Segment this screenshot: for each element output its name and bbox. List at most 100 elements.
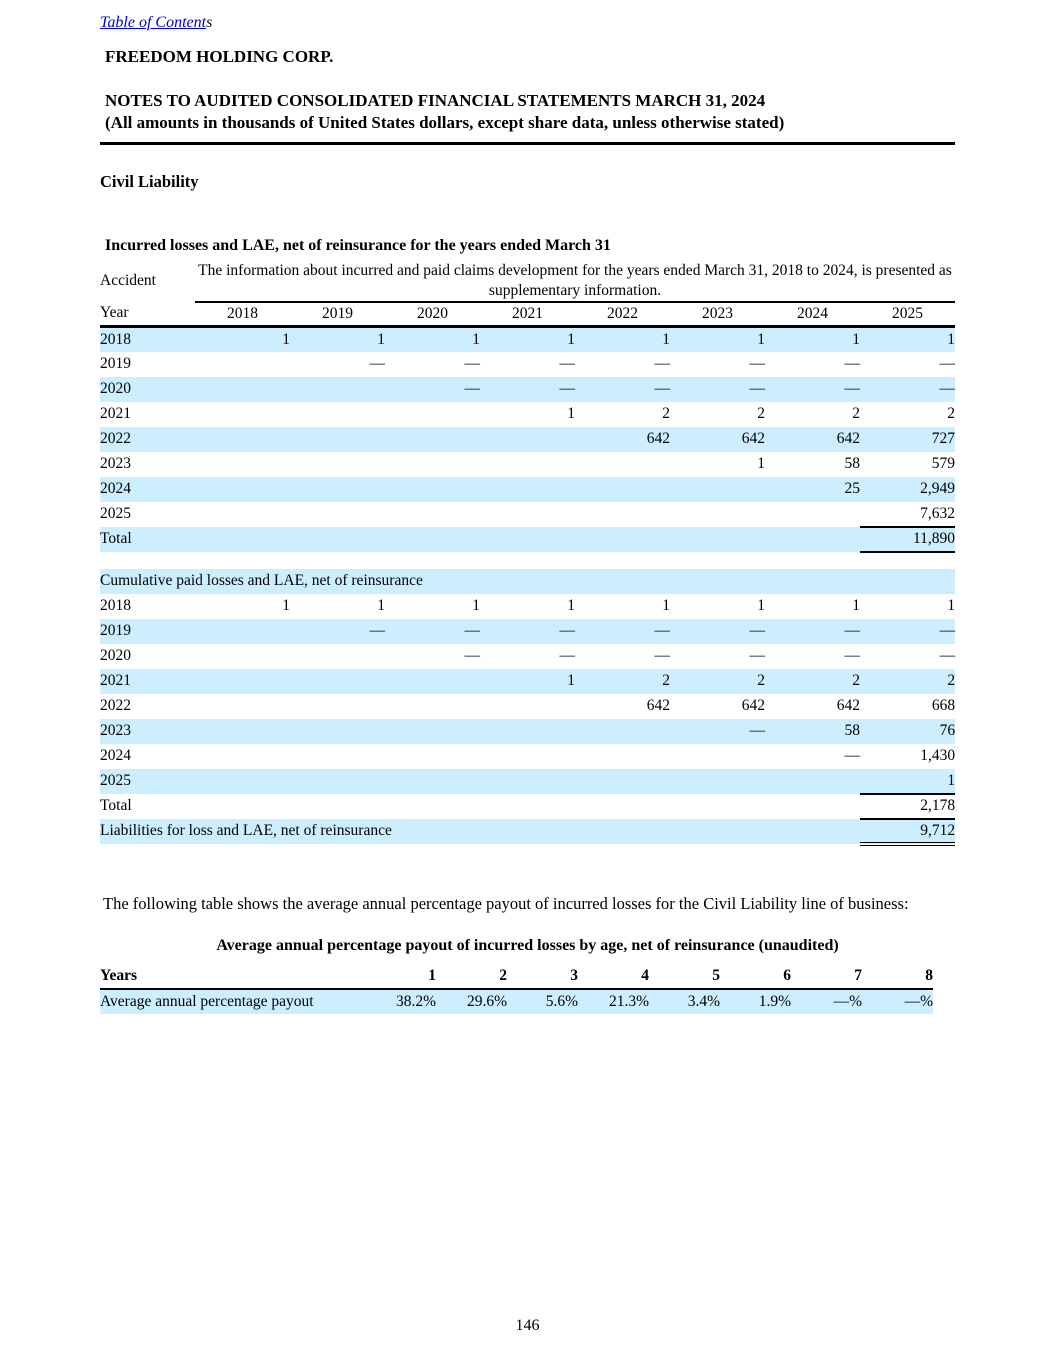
value-cell bbox=[290, 768, 385, 794]
accident-year-row-2025: 2025 7,632 bbox=[100, 502, 955, 527]
accident-year-row-2023: 2023 —58 76 bbox=[100, 718, 956, 744]
section-heading: Civil Liability bbox=[100, 171, 199, 191]
total-label: Total bbox=[100, 526, 195, 552]
spacer-cell bbox=[195, 794, 860, 819]
row-label: 2019 bbox=[100, 355, 131, 373]
payout-value-cell: —% bbox=[862, 988, 933, 1014]
row-label: 2018 bbox=[100, 326, 195, 352]
spacer-cell bbox=[195, 526, 860, 552]
value-cell: 579 bbox=[931, 455, 955, 473]
value-cell: — bbox=[385, 376, 480, 402]
liabilities-label: Liabilities for loss and LAE, net of rei… bbox=[100, 818, 860, 844]
value-cell: 1 bbox=[947, 597, 956, 615]
value-cell: 1 bbox=[757, 597, 765, 615]
value-cell bbox=[670, 476, 765, 502]
payout-value-cell: 38.2% bbox=[365, 988, 436, 1014]
payout-value-cell: 21.3% bbox=[578, 988, 649, 1014]
value-cell: — bbox=[575, 376, 670, 402]
row-label: 2022 bbox=[100, 697, 131, 715]
value-cell: — bbox=[670, 618, 765, 644]
value-cell bbox=[670, 768, 765, 794]
value-cell: — bbox=[654, 647, 671, 665]
value-cell bbox=[385, 452, 480, 477]
value-cell: 2 bbox=[765, 668, 860, 694]
value-cell bbox=[290, 644, 385, 669]
table-of-contents-link[interactable]: Table of Content bbox=[100, 14, 207, 31]
value-cell: 668 bbox=[931, 697, 956, 715]
cumulative-paid-table: Cumulative paid losses and LAE, net of r… bbox=[100, 568, 956, 846]
value-cell: 1 bbox=[662, 597, 670, 615]
value-cell bbox=[195, 744, 290, 769]
value-cell bbox=[195, 694, 290, 719]
payout-column-header-8: 8 bbox=[862, 963, 933, 990]
value-cell bbox=[290, 718, 385, 744]
value-cell bbox=[385, 476, 480, 502]
notes-subtitle: (All amounts in thousands of United Stat… bbox=[105, 113, 785, 133]
paid-total-value: 2,178 bbox=[860, 792, 956, 820]
page-number: 146 bbox=[515, 1317, 540, 1334]
payout-intro-paragraph: The following table shows the average an… bbox=[103, 893, 909, 913]
value-cell bbox=[480, 718, 575, 744]
payout-column-header-1: 1 bbox=[365, 963, 436, 990]
value-cell: 1 bbox=[282, 597, 290, 615]
value-cell bbox=[385, 694, 480, 719]
incurred-losses-table: Accident The information about incurred … bbox=[100, 260, 955, 553]
value-cell: 76 bbox=[860, 718, 956, 744]
value-cell bbox=[290, 476, 385, 502]
payout-table-title: Average annual percentage payout of incu… bbox=[216, 936, 839, 954]
value-cell: 1 bbox=[472, 597, 480, 615]
payout-column-header-3: 3 bbox=[507, 963, 578, 990]
value-cell bbox=[195, 352, 290, 377]
accident-year-row-2021: 2021 1 2 2 2 2 bbox=[100, 668, 956, 694]
column-header-2025: 2025 bbox=[860, 301, 955, 329]
column-header-2018: 2018 bbox=[195, 301, 290, 329]
value-cell: 25 bbox=[765, 476, 860, 502]
value-cell bbox=[290, 502, 385, 527]
incurred-total-value: 11,890 bbox=[860, 525, 955, 553]
value-cell: — bbox=[559, 355, 576, 373]
value-cell bbox=[195, 502, 290, 527]
column-header-2019: 2019 bbox=[290, 301, 385, 329]
value-cell: — bbox=[765, 618, 860, 644]
value-cell bbox=[290, 402, 385, 427]
value-cell bbox=[195, 402, 290, 427]
value-cell bbox=[195, 452, 290, 477]
value-cell: — bbox=[480, 618, 575, 644]
value-cell bbox=[290, 426, 385, 452]
value-cell bbox=[385, 768, 480, 794]
value-cell bbox=[195, 476, 290, 502]
table-of-contents-suffix: s bbox=[206, 14, 213, 31]
value-cell: — bbox=[670, 376, 765, 402]
value-cell bbox=[765, 768, 860, 794]
value-cell: 1 bbox=[852, 597, 860, 615]
accident-year-row-2022: 2022 642 642 642 668 bbox=[100, 694, 955, 719]
value-cell: — bbox=[844, 747, 861, 765]
value-cell: 1 bbox=[480, 326, 575, 352]
value-cell: — bbox=[860, 376, 955, 402]
row-label: 2025 bbox=[100, 768, 195, 794]
value-cell: — bbox=[670, 718, 765, 744]
value-cell: — bbox=[654, 355, 671, 373]
row-label: 2023 bbox=[100, 455, 131, 473]
value-cell bbox=[290, 744, 385, 769]
row-label: 2019 bbox=[100, 618, 195, 644]
value-cell bbox=[480, 426, 575, 452]
payout-row-label: Average annual percentage payout bbox=[100, 988, 365, 1014]
value-cell bbox=[670, 502, 765, 527]
value-cell: 1 bbox=[385, 326, 480, 352]
accident-year-row-2024: 2024 — 1,430 bbox=[100, 744, 955, 769]
value-cell bbox=[575, 768, 670, 794]
value-cell: — bbox=[575, 618, 670, 644]
value-cell: 1 bbox=[757, 455, 765, 473]
value-cell: — bbox=[480, 376, 575, 402]
row-label: 2018 bbox=[100, 597, 131, 615]
row-label: 2024 bbox=[100, 747, 131, 765]
value-cell: 1 bbox=[765, 326, 860, 352]
value-cell bbox=[195, 426, 290, 452]
accident-year-row-2019: 2019— — — — — — — bbox=[100, 618, 956, 644]
value-cell: 642 bbox=[836, 697, 860, 715]
accident-year-row-2018: 2018 1 1 1 1 1 1 1 1 bbox=[100, 326, 955, 352]
payout-column-header-7: 7 bbox=[791, 963, 862, 990]
notes-title: NOTES TO AUDITED CONSOLIDATED FINANCIAL … bbox=[105, 91, 766, 110]
